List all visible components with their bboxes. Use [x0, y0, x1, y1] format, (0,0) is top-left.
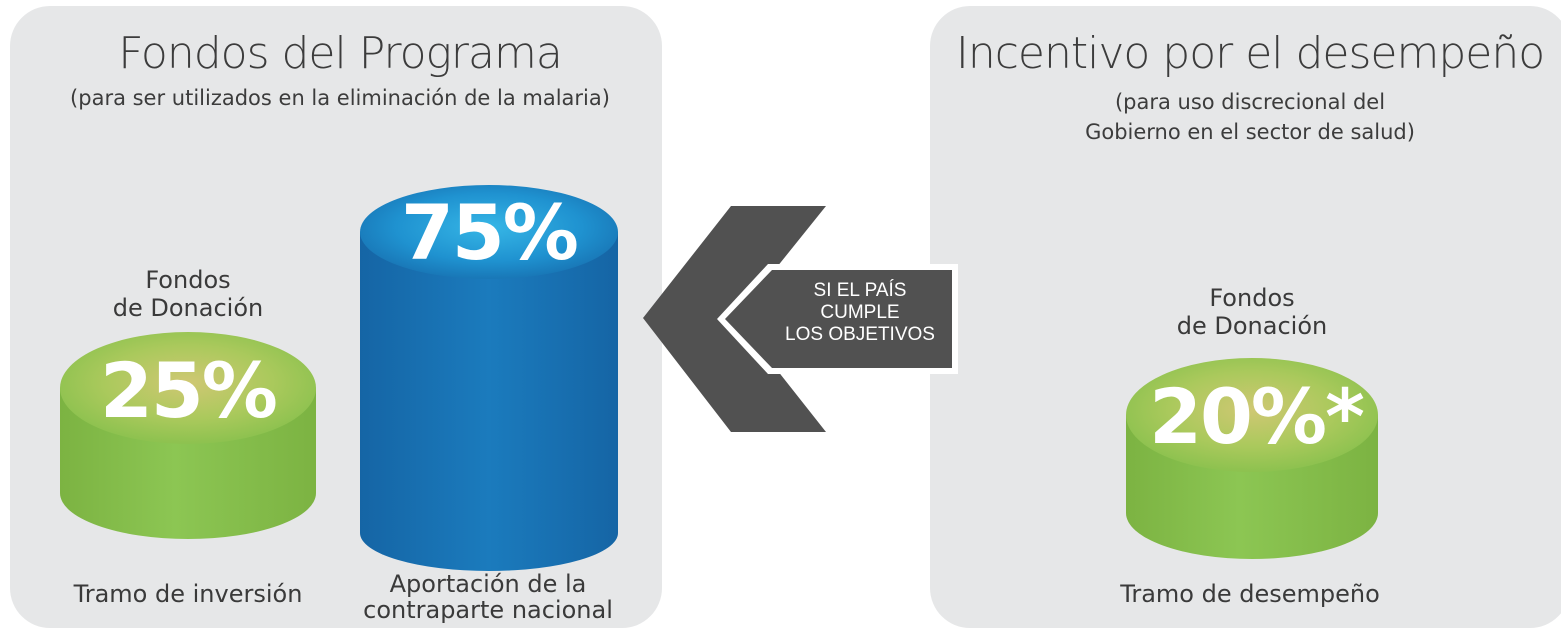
performance-caption: Tramo de desempeño [1120, 580, 1380, 608]
performance-label-line1: Fondos [1209, 284, 1295, 312]
counterpart-caption-line2: contraparte nacional [363, 596, 613, 624]
arrow-label-line3: LOS OBJETIVOS [785, 324, 935, 345]
counterpart-caption-line1: Aportación de la [389, 570, 587, 598]
performance-value: 20%* [1149, 372, 1365, 461]
counterpart-value: 75% [401, 188, 579, 277]
performance-cylinder [1126, 358, 1378, 559]
performance-label-line2: de Donación [1176, 312, 1328, 340]
arrow-label: SI EL PAÍS CUMPLE LOS OBJETIVOS [762, 280, 958, 346]
investment-value: 25% [100, 346, 278, 435]
right-panel-subtitle-line2: Gobierno en el sector de salud) [1085, 120, 1415, 144]
right-panel-title: Incentivo por el desempeño [955, 28, 1545, 79]
counterpart-cylinder [360, 185, 618, 571]
left-panel-title: Fondos del Programa [118, 28, 563, 79]
left-panel-subtitle: (para ser utilizados en la eliminación d… [70, 86, 610, 110]
investment-cylinder [60, 332, 316, 539]
investment-label-line1: Fondos [145, 266, 231, 294]
right-panel-subtitle-line1: (para uso discrecional del [1114, 90, 1386, 114]
investment-label-line2: de Donación [112, 294, 264, 322]
arrow-label-line1: SI EL PAÍS [813, 280, 907, 301]
arrow-label-line2: CUMPLE [820, 302, 900, 323]
investment-caption: Tramo de inversión [73, 580, 303, 608]
condition-arrow [643, 206, 958, 432]
